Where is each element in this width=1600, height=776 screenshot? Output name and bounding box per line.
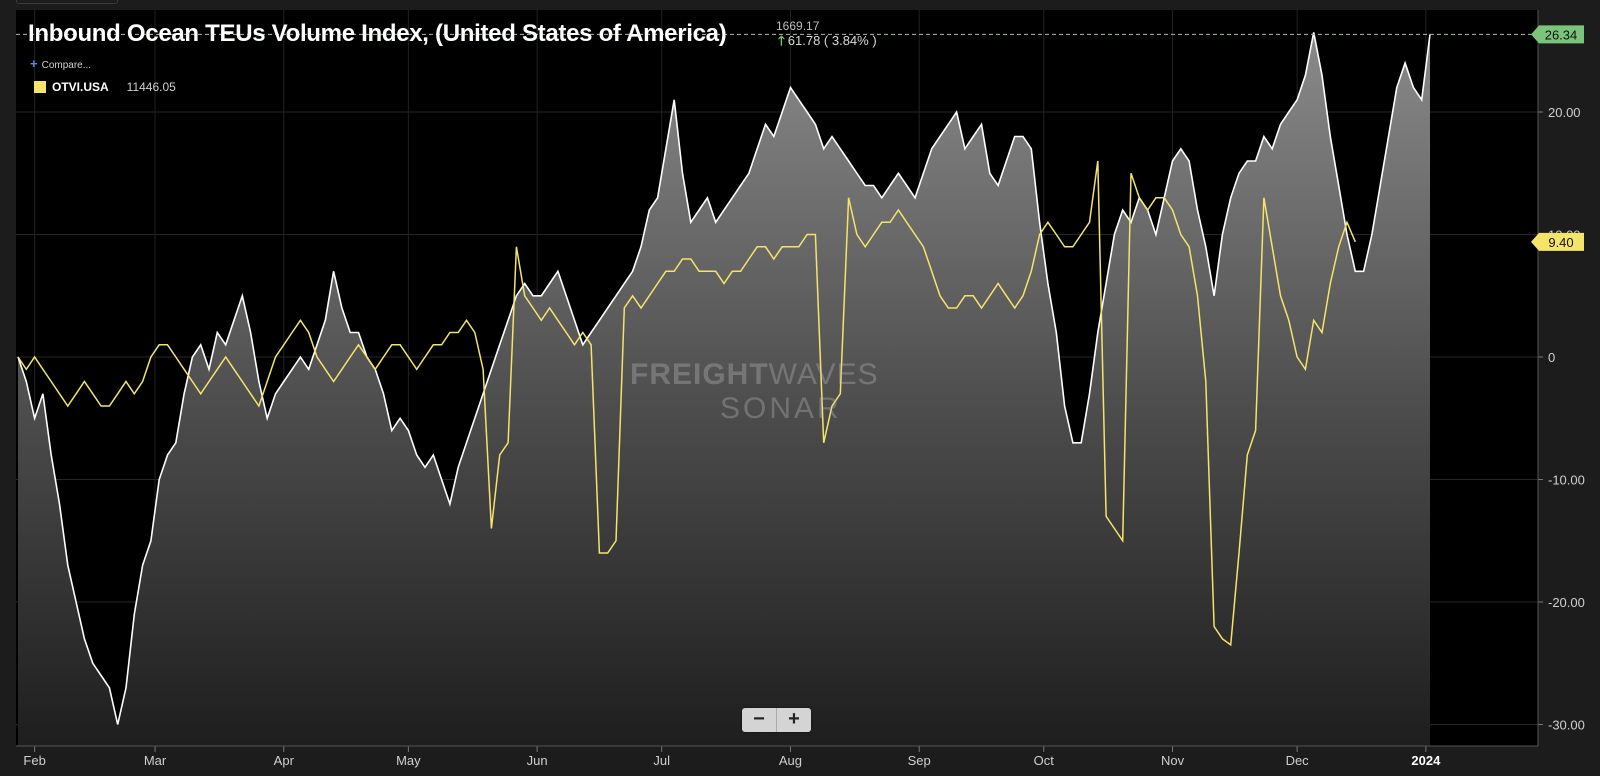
white-series-badge-shape bbox=[1531, 25, 1584, 44]
x-tick-label: Feb bbox=[23, 753, 45, 768]
zoom-in-button[interactable]: + bbox=[776, 708, 811, 732]
watermark-sonar: SONAR bbox=[720, 392, 842, 425]
x-tick-label: Aug bbox=[779, 753, 802, 768]
white-series-line bbox=[17, 32, 1431, 725]
yellow-series-badge-shape bbox=[1531, 232, 1584, 251]
y-tick-label: -10.00 bbox=[1548, 473, 1585, 488]
y-tick-label: 20.00 bbox=[1548, 105, 1581, 120]
x-tick-label: Nov bbox=[1161, 753, 1185, 768]
x-tick-label: Apr bbox=[274, 753, 295, 768]
legend-swatch bbox=[34, 81, 46, 93]
x-tick-label: 2024 bbox=[1411, 753, 1441, 768]
y-tick-label: 0 bbox=[1548, 350, 1555, 365]
legend-series-value: 11446.05 bbox=[126, 80, 176, 94]
chart-title: Inbound Ocean TEUs Volume Index, (United… bbox=[28, 20, 727, 47]
x-tick-label: May bbox=[396, 753, 421, 768]
yellow-series-badge: 9.40 bbox=[1531, 232, 1584, 251]
compare-button[interactable]: + Compare... bbox=[30, 56, 91, 71]
yellow-series-line bbox=[17, 160, 1356, 647]
value-badges: 26.34 9.40 bbox=[1531, 25, 1584, 251]
watermark-bold: FREIGHT bbox=[630, 358, 769, 391]
yellow-series-badge-text: 9.40 bbox=[1548, 235, 1573, 250]
zoom-controls: − + bbox=[742, 708, 811, 732]
change-row: 🡑 61.78 ( 3.84% ) bbox=[778, 32, 877, 54]
white-series-badge-text: 26.34 bbox=[1545, 27, 1578, 42]
white-series-badge: 26.34 bbox=[1531, 25, 1584, 44]
x-axis: Feb Mar Apr May Jun Jul Aug Sep Oct Nov Dec 2024 bbox=[16, 745, 1538, 768]
watermark-light: WAVES bbox=[768, 358, 879, 391]
legend: OTVI.USA 11446.05 bbox=[34, 80, 176, 94]
top-tab[interactable] bbox=[16, 0, 118, 4]
y-axis: 20.0010.000-10.00-20.00-30.00 bbox=[1537, 10, 1585, 746]
zoom-out-button[interactable]: − bbox=[742, 708, 776, 732]
white-series-area bbox=[18, 32, 1430, 746]
x-tick-label: Jul bbox=[653, 753, 670, 768]
y-tick-label: -20.00 bbox=[1548, 595, 1585, 610]
x-tick-label: Sep bbox=[908, 753, 931, 768]
y-tick-label: -30.00 bbox=[1548, 718, 1585, 733]
compare-label: Compare... bbox=[41, 60, 92, 71]
x-tick-label: Oct bbox=[1034, 753, 1055, 768]
legend-series-name[interactable]: OTVI.USA bbox=[52, 80, 109, 94]
up-arrow-icon: 🡑 bbox=[778, 33, 785, 48]
plus-icon: + bbox=[30, 56, 38, 71]
x-tick-label: Jun bbox=[527, 753, 548, 768]
x-tick-label: Dec bbox=[1286, 753, 1310, 768]
last-value: 1669.17 bbox=[776, 19, 820, 33]
watermark-logo: FREIGHTWAVES bbox=[630, 358, 879, 392]
x-tick-label: Mar bbox=[144, 753, 167, 768]
change-value: 61.78 ( 3.84% ) bbox=[787, 33, 877, 48]
